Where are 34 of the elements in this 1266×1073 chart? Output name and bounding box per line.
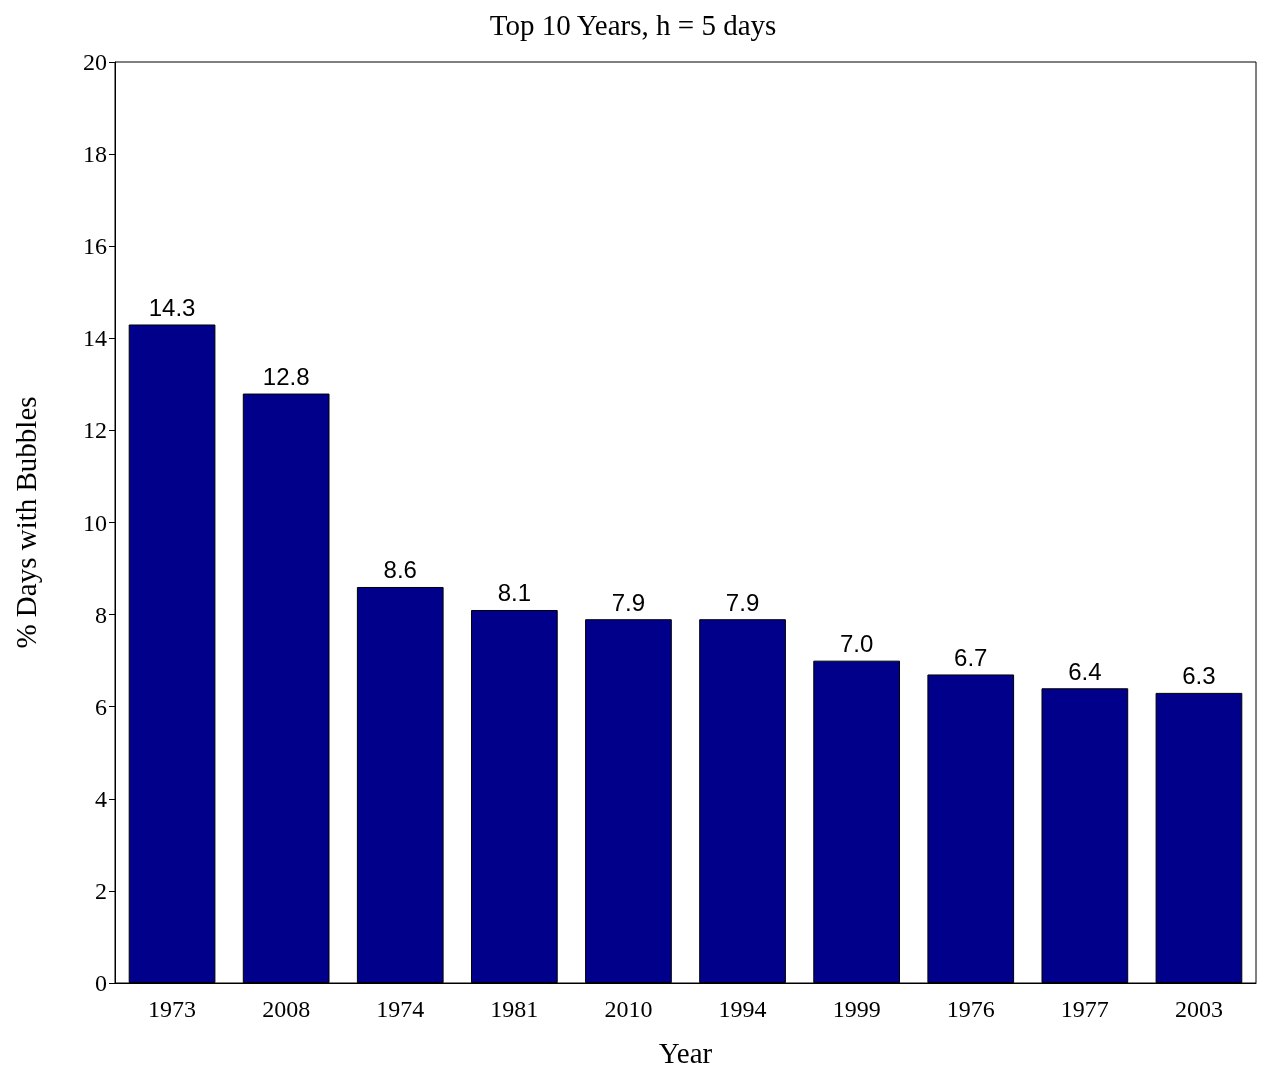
x-tick-label: 1981 (490, 996, 539, 1022)
y-tick-label: 8 (95, 601, 107, 628)
x-tick-label: 1976 (946, 996, 995, 1022)
data-label: 8.6 (383, 556, 417, 584)
data-label: 12.8 (262, 363, 310, 391)
y-tick-label: 4 (95, 785, 107, 812)
x-axis-title: Year (658, 1036, 713, 1069)
x-tick-label: 1977 (1060, 996, 1109, 1022)
data-label: 7.9 (725, 588, 760, 616)
x-tick-label: 2008 (262, 996, 311, 1022)
y-tick-label: 0 (95, 970, 107, 996)
data-label: 14.3 (148, 293, 196, 321)
data-label: 6.4 (1068, 657, 1102, 685)
data-label: 6.3 (1182, 662, 1216, 690)
y-tick-label: 16 (83, 233, 107, 260)
x-tick-label: 1999 (832, 996, 881, 1022)
data-label: 7.9 (611, 588, 646, 616)
x-tick-label: 1973 (148, 996, 197, 1022)
x-tick-label: 1974 (376, 996, 425, 1022)
chart-title: Top 10 Years, h = 5 days (489, 8, 777, 41)
x-tick-label: 2003 (1174, 996, 1223, 1022)
data-label: 8.1 (497, 579, 532, 607)
data-label: 6.7 (954, 643, 988, 671)
y-tick-label: 18 (83, 141, 107, 168)
y-axis-title: % Days with Bubbles (9, 396, 42, 649)
y-tick-label: 20 (83, 49, 107, 75)
y-tick-label: 12 (83, 417, 107, 444)
y-tick-label: 2 (95, 877, 107, 904)
y-tick-label: 14 (83, 325, 107, 352)
data-label: 7.0 (839, 630, 874, 658)
x-tick-label: 2010 (604, 996, 653, 1022)
y-tick-label: 10 (83, 509, 107, 536)
y-tick-label: 6 (95, 693, 107, 720)
x-tick-label: 1994 (718, 996, 767, 1022)
